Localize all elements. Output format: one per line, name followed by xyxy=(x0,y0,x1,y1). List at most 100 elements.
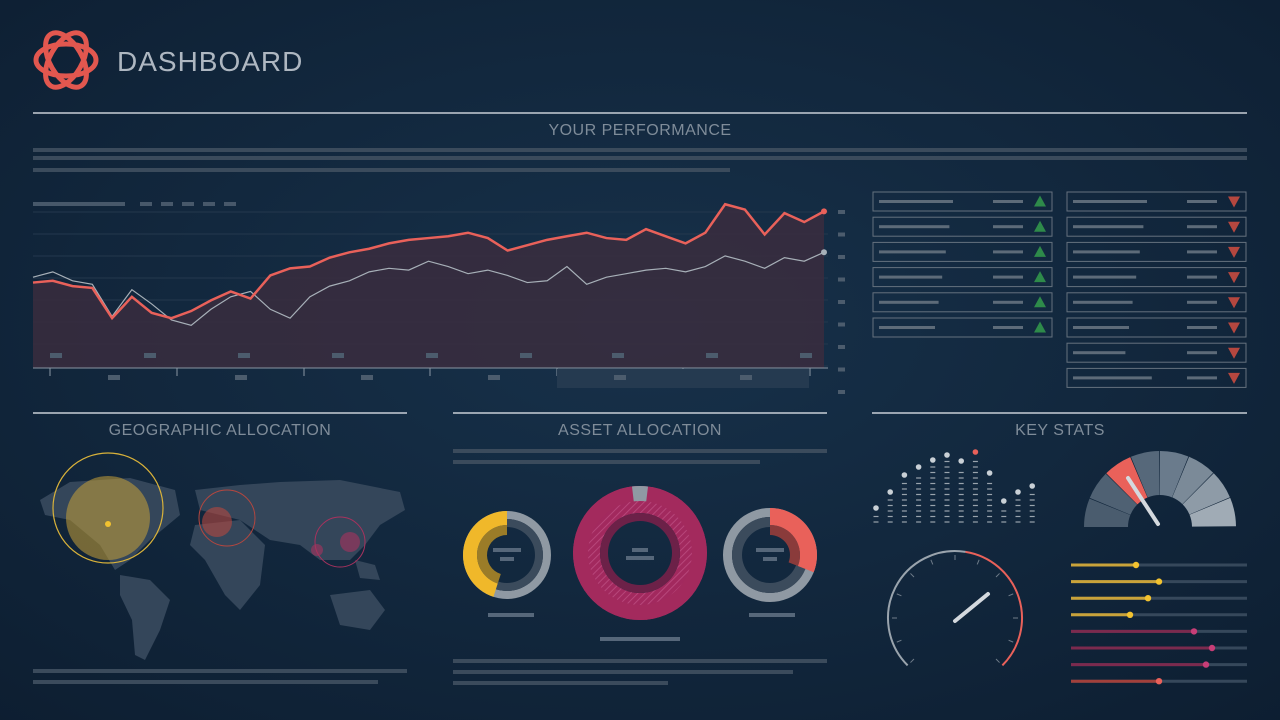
placeholder-bar xyxy=(838,232,845,237)
donut-segment xyxy=(722,508,770,602)
gauge-segment xyxy=(1089,473,1138,515)
slider-knob xyxy=(1208,644,1216,652)
placeholder-bar xyxy=(238,353,250,358)
placeholder-bar xyxy=(838,367,845,372)
down-arrow xyxy=(1228,246,1240,258)
placeholder-bar xyxy=(33,168,730,172)
donut-segment xyxy=(731,517,770,593)
placeholder-bar xyxy=(182,202,194,206)
down-arrow xyxy=(1228,322,1240,334)
placeholder-bar xyxy=(1073,376,1152,380)
placeholder-bar xyxy=(33,156,1247,160)
placeholder-bar xyxy=(50,353,62,358)
section-title: KEY STATS xyxy=(1015,422,1105,439)
placeholder-bar xyxy=(879,225,950,229)
slider-knob xyxy=(1155,678,1163,685)
stat-dot xyxy=(873,505,879,511)
down-arrow xyxy=(1228,272,1240,284)
speedometer-tick xyxy=(995,573,1000,578)
placeholder-bar xyxy=(800,353,812,358)
up-arrow xyxy=(1034,195,1046,207)
placeholder-bar xyxy=(493,548,521,552)
placeholder-bar xyxy=(108,375,120,380)
bubble xyxy=(66,476,150,560)
down-arrow xyxy=(1228,347,1240,359)
rating-row xyxy=(872,191,1053,212)
donut-segment xyxy=(476,525,507,584)
placeholder-bar xyxy=(1073,351,1126,355)
rating-row xyxy=(872,216,1053,237)
rating-row xyxy=(1066,367,1247,388)
speedometer-tick xyxy=(1008,593,1014,597)
placeholder-bar xyxy=(749,613,795,617)
bubble-dot xyxy=(105,521,111,527)
placeholder-bar xyxy=(520,353,532,358)
placeholder-bar xyxy=(33,669,407,673)
placeholder-bar xyxy=(838,322,845,327)
placeholder-bar xyxy=(838,210,845,214)
placeholder-bar xyxy=(203,202,215,206)
placeholder-bar xyxy=(740,375,752,380)
placeholder-bar xyxy=(1187,300,1217,304)
gauge-segment xyxy=(1182,473,1230,515)
placeholder-bar xyxy=(1187,200,1217,203)
placeholder-bar xyxy=(1073,200,1147,203)
placeholder-bar xyxy=(879,326,935,329)
slider-knob xyxy=(1132,561,1140,569)
speedometer-tick xyxy=(896,593,902,597)
placeholder-bar xyxy=(612,353,624,358)
rating-row xyxy=(872,317,1053,338)
rating-row xyxy=(1066,317,1247,338)
page-title: DASHBOARD xyxy=(117,46,303,77)
range-box xyxy=(557,369,809,388)
placeholder-bar xyxy=(879,300,939,304)
placeholder-bar xyxy=(224,202,236,206)
stat-dot xyxy=(901,472,908,478)
speedometer-tick xyxy=(910,573,915,578)
placeholder-bar xyxy=(1187,275,1217,279)
placeholder-bar xyxy=(426,353,438,358)
bubble xyxy=(340,532,360,552)
stat-dot xyxy=(944,452,950,458)
placeholder-bar xyxy=(838,300,845,304)
placeholder-bar xyxy=(361,375,373,380)
rating-row xyxy=(872,267,1053,288)
down-arrow xyxy=(1228,196,1240,208)
donut-segment xyxy=(770,525,801,567)
rating-row xyxy=(872,241,1053,262)
gauge-segment xyxy=(1160,451,1189,498)
donut-segment xyxy=(770,508,818,573)
stat-dot xyxy=(958,458,964,464)
placeholder-bar xyxy=(1187,250,1217,254)
rating-row xyxy=(1066,191,1247,212)
section-title: ASSET ALLOCATION xyxy=(558,422,722,439)
up-arrow xyxy=(1034,220,1046,232)
placeholder-bar xyxy=(614,375,626,380)
slider-knob xyxy=(1202,661,1210,668)
placeholder-bar xyxy=(488,613,534,617)
speedometer-tick xyxy=(995,658,1000,663)
placeholder-bar xyxy=(993,200,1023,203)
placeholder-bar xyxy=(33,202,125,206)
down-arrow xyxy=(1228,297,1240,309)
up-arrow xyxy=(1034,321,1046,333)
stat-dot xyxy=(930,457,936,463)
end-dot xyxy=(821,249,827,256)
placeholder-bar xyxy=(626,556,654,560)
placeholder-bar xyxy=(144,353,156,358)
down-arrow xyxy=(1228,221,1240,233)
placeholder-bar xyxy=(453,449,827,453)
speedometer-tick xyxy=(896,639,902,643)
stat-dot xyxy=(1029,483,1035,489)
down-arrow xyxy=(1228,372,1240,384)
section-title: YOUR PERFORMANCE xyxy=(548,122,731,139)
slider-knob xyxy=(1126,611,1134,618)
placeholder-bar xyxy=(332,353,344,358)
section-title: GEOGRAPHIC ALLOCATION xyxy=(109,422,332,439)
area xyxy=(33,204,824,368)
rating-row xyxy=(1066,267,1247,288)
gauge-segment xyxy=(1084,498,1131,527)
placeholder-bar xyxy=(500,557,514,561)
placeholder-bar xyxy=(140,202,152,206)
